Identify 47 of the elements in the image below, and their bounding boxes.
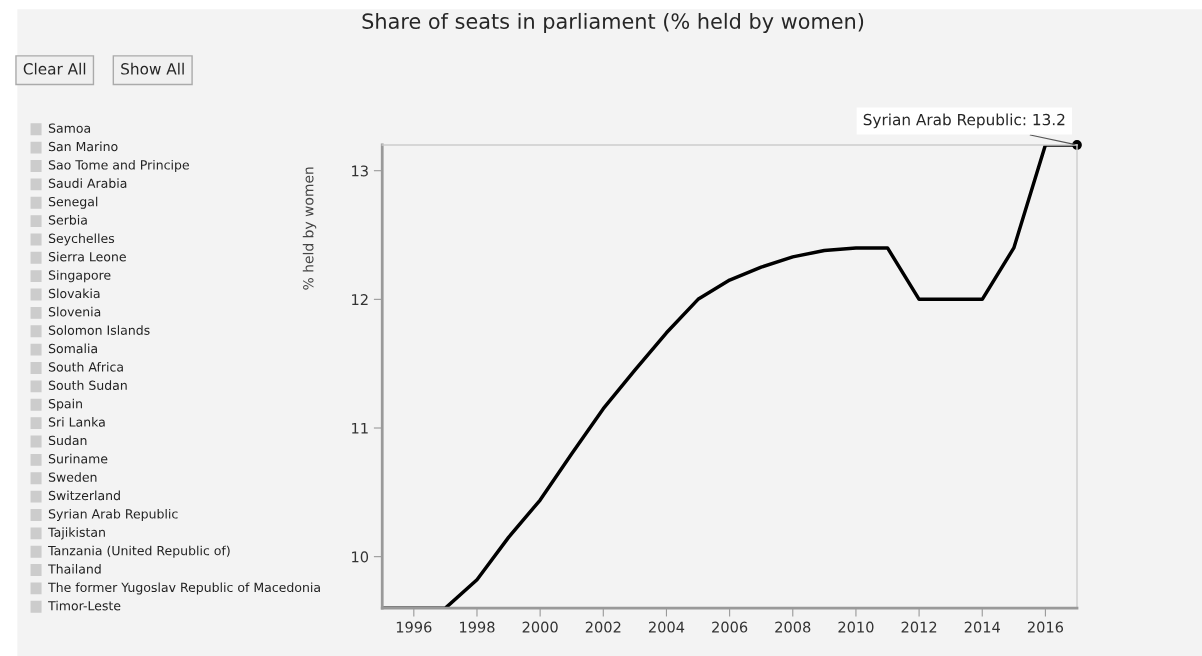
text: Sao Tome and Principe: [48, 159, 189, 173]
text: Timor-Leste: [48, 600, 121, 611]
y-tick-label: 10: [352, 551, 369, 563]
text: South Sudan: [48, 380, 127, 391]
y-tick-label: 13: [352, 165, 368, 177]
annotation: Syrian Arab Republic: 13.2: [863, 113, 1065, 129]
text: Senegal: [48, 196, 98, 209]
chart-title: Share of seats in parliament (% held by women): [362, 12, 864, 34]
x-tick-label: 2006: [712, 621, 748, 633]
x-tick-label: 2004: [648, 621, 685, 633]
text: Tanzania (United Republic of): [48, 545, 230, 558]
text: Sri Lanka: [48, 417, 105, 427]
x-tick-label: 2000: [522, 621, 558, 633]
text: Syrian Arab Republic: [48, 508, 178, 522]
x-tick-label: 2008: [775, 621, 811, 633]
text: Spain: [48, 398, 82, 411]
text: Serbia: [48, 215, 87, 225]
text: Show All: [121, 62, 184, 75]
text: Solomon Islands: [48, 325, 150, 335]
text: Tajikistan: [48, 527, 105, 540]
text: South Africa: [48, 361, 123, 372]
x-tick-label: 2012: [901, 621, 937, 633]
text: Saudi Arabia: [48, 178, 127, 188]
text: Switzerland: [48, 490, 120, 501]
x-tick-label: 2014: [964, 621, 1000, 633]
text: Suriname: [48, 453, 108, 464]
text: Thailand: [48, 564, 101, 574]
text: Sweden: [48, 472, 97, 482]
text: Somalia: [48, 343, 97, 354]
text: Sudan: [48, 435, 87, 446]
text: Slovakia: [48, 288, 100, 299]
text: Sierra Leone: [48, 251, 126, 262]
x-tick-label: 2002: [585, 621, 621, 633]
text: San Marino: [48, 141, 118, 152]
text: Singapore: [48, 270, 111, 283]
y-axis-title: % held by women: [302, 167, 317, 290]
text: Clear All: [23, 62, 86, 75]
x-tick-label: 2010: [838, 621, 874, 633]
text: Samoa: [48, 123, 91, 133]
y-tick-label: 12: [352, 294, 368, 305]
x-tick-label: 1998: [460, 621, 495, 633]
x-tick-label: 2016: [1027, 621, 1064, 633]
y-tick-label: 11: [352, 422, 368, 434]
x-tick-label: 1996: [396, 621, 432, 633]
text: Slovenia: [48, 306, 101, 317]
text: The former Yugoslav Republic of Macedonia: [48, 582, 320, 595]
text: Seychelles: [48, 233, 115, 246]
